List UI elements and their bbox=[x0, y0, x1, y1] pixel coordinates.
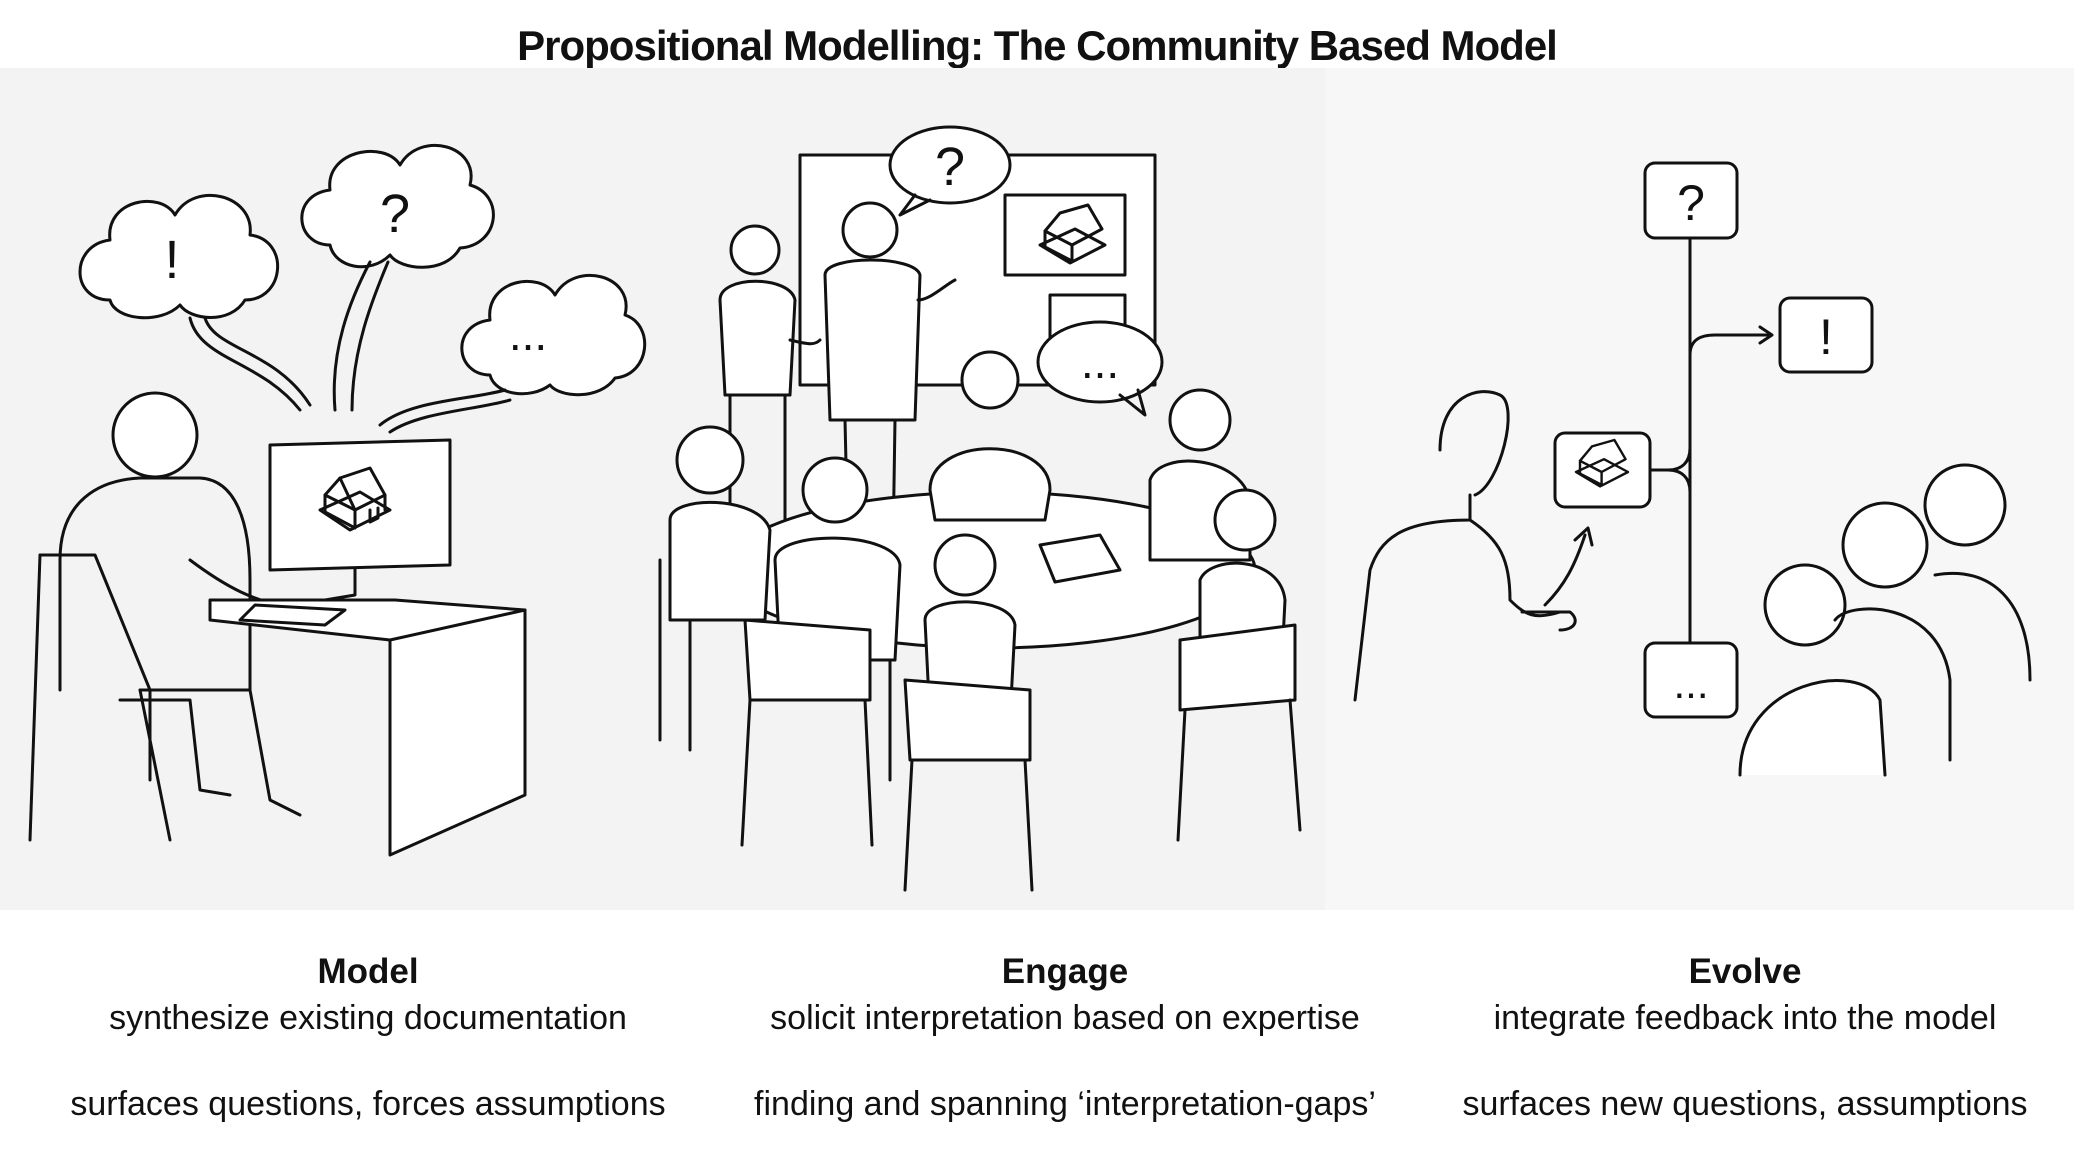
shared-document bbox=[1038, 533, 1122, 584]
evolve-illustration: ? ! ... bbox=[1353, 161, 2032, 777]
evolve-branch-to-model bbox=[1648, 446, 1692, 472]
board-house-picture bbox=[1003, 193, 1127, 277]
audience-person-1 bbox=[1738, 563, 1887, 777]
evolve-branch-to-exclamation bbox=[1688, 333, 1772, 357]
bubble-exclamation-text: ! bbox=[164, 230, 179, 290]
person-at-computer bbox=[28, 391, 302, 842]
caption-engage-line1: solicit interpretation based on expertis… bbox=[770, 999, 1360, 1037]
bubble-question-text: ? bbox=[380, 184, 410, 244]
house-icon bbox=[318, 466, 392, 532]
caption-engage-heading: Engage bbox=[1001, 952, 1129, 991]
seated-person-front-left bbox=[740, 456, 902, 847]
caption-model-line1: synthesize existing documentation bbox=[109, 999, 627, 1037]
seated-person-right-front bbox=[1176, 488, 1302, 842]
caption-evolve-line2: surfaces new questions, assumptions bbox=[1462, 1085, 2028, 1123]
caption-model-heading: Model bbox=[317, 952, 419, 991]
engage-illustration: ? ... bbox=[658, 125, 1302, 892]
thought-bubble-ellipsis: ... bbox=[378, 273, 647, 434]
caption-engage: Engage solicit interpretation based on e… bbox=[725, 948, 1405, 1126]
contributing-person bbox=[1353, 390, 1594, 702]
seated-person-back bbox=[928, 350, 1052, 522]
caption-model-line2: surfaces questions, forces assumptions bbox=[70, 1085, 666, 1123]
node-question-text: ? bbox=[1677, 175, 1705, 231]
speech-question-text: ? bbox=[935, 137, 965, 197]
thought-bubble-exclamation: ! bbox=[78, 193, 312, 412]
node-question: ? bbox=[1643, 161, 1739, 240]
audience-person-2 bbox=[1833, 501, 1952, 762]
caption-model: Model synthesize existing documentation … bbox=[28, 948, 708, 1126]
house-icon bbox=[1574, 438, 1630, 488]
standing-person-left bbox=[718, 224, 822, 527]
bubble-ellipsis-text: ... bbox=[509, 308, 547, 360]
node-model-house bbox=[1553, 431, 1652, 509]
thought-bubble-question: ? bbox=[300, 143, 495, 412]
node-exclamation: ! bbox=[1778, 296, 1874, 374]
desk bbox=[208, 598, 527, 857]
caption-evolve-heading: Evolve bbox=[1688, 952, 1802, 991]
seated-person-curly-hair bbox=[658, 425, 772, 752]
audience-person-3 bbox=[1923, 463, 2032, 682]
diagram-title: Propositional Modelling: The Community B… bbox=[517, 22, 1558, 69]
computer-monitor bbox=[268, 438, 452, 602]
caption-engage-line2: finding and spanning ‘interpretation-gap… bbox=[754, 1085, 1376, 1123]
caption-evolve: Evolve integrate feedback into the model… bbox=[1405, 948, 2074, 1126]
node-exclamation-text: ! bbox=[1819, 309, 1833, 365]
speech-bubble-ellipsis: ... bbox=[1036, 320, 1164, 417]
seated-person-front-ponytail bbox=[903, 533, 1034, 892]
speech-bubble-question: ? bbox=[888, 125, 1012, 217]
model-illustration: ! ? ... bbox=[28, 143, 647, 857]
caption-evolve-line1: integrate feedback into the model bbox=[1493, 999, 1997, 1037]
speech-ellipsis-text: ... bbox=[1081, 336, 1119, 388]
node-ellipsis-text: ... bbox=[1673, 660, 1708, 707]
node-ellipsis: ... bbox=[1643, 641, 1739, 719]
